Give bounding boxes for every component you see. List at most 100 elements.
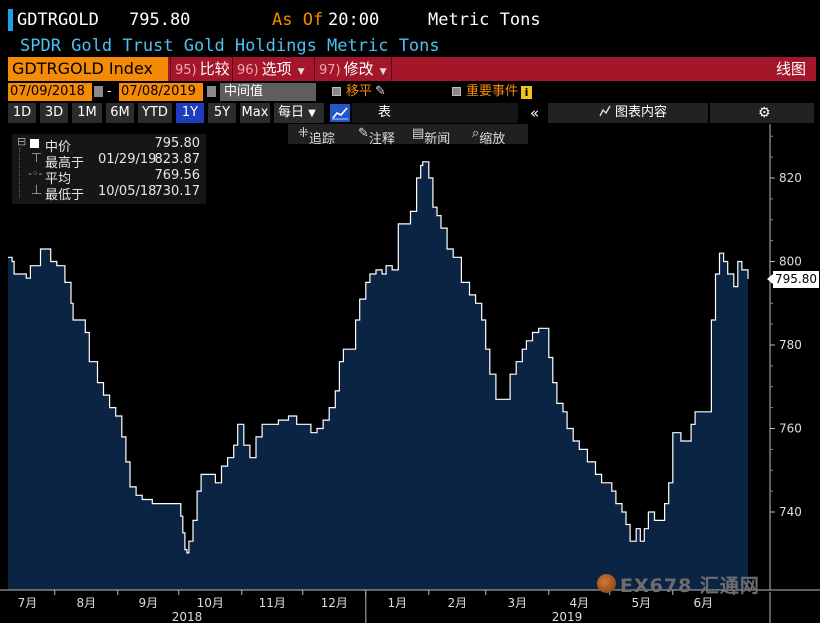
period-6m-button[interactable]: 6M [106, 103, 134, 123]
chart-content-icon [599, 103, 611, 123]
period-1d-button[interactable]: 1D [8, 103, 36, 123]
period-toolbar: 1D 3D 1M 6M YTD 1Y 5Y Max 每日 ▼ 表 « 图表内容 … [8, 103, 816, 123]
annotate-label: 注释 [368, 132, 395, 147]
news-label: 新闻 [424, 132, 451, 147]
x-tick-label: 9月 [138, 596, 158, 610]
annotate-tool[interactable]: ✎ 注释 [358, 126, 395, 147]
series-color-swatch [30, 139, 39, 148]
chart-tools-bg [288, 124, 528, 144]
settings-tray: ⚙ [710, 103, 814, 123]
y-tick-label: 800 [779, 255, 802, 269]
date-separator: - [107, 84, 112, 99]
frequency-select[interactable]: 每日 ▼ [274, 103, 324, 123]
low-marker-icon: ⊥ [31, 183, 43, 198]
collapse-icon[interactable]: « [530, 104, 540, 122]
options-number: 96) [237, 63, 259, 78]
legend-low-value: 730.17 [154, 184, 201, 199]
track-tool[interactable]: ⁜ 追踪 [298, 126, 335, 147]
options-button[interactable]: 96) 选项 ▼ [232, 57, 312, 81]
shift-label: 移平 [346, 84, 373, 99]
average-marker-icon: -◦- [28, 167, 43, 180]
chevron-down-icon: ▼ [379, 67, 387, 77]
legend-avg-label: 平均 [45, 172, 72, 187]
table-button[interactable]: 表 [378, 105, 392, 120]
gear-icon[interactable]: ⚙ [758, 105, 771, 121]
price-field-select[interactable]: 中间值 [220, 83, 316, 101]
chart-type-button[interactable]: 线图 [775, 60, 806, 78]
period-5y-button[interactable]: 5Y [208, 103, 236, 123]
x-tick-label: 6月 [693, 596, 713, 610]
legend-high-value: 823.87 [154, 152, 201, 167]
shift-checkbox[interactable] [332, 87, 341, 96]
x-tick-label: 11月 [259, 596, 286, 610]
legend-tree-line [19, 148, 21, 198]
globe-logo-icon [597, 574, 616, 593]
holdings-series-line [8, 161, 749, 554]
calendar-icon[interactable] [94, 86, 103, 97]
pencil-icon[interactable]: ✎ [375, 84, 386, 99]
legend-mid-value: 795.80 [154, 136, 201, 151]
calendar-icon[interactable] [207, 86, 216, 97]
events-checkbox[interactable] [452, 87, 461, 96]
ticker-symbol[interactable]: GDTRGOLD [17, 10, 99, 30]
period-1y-button[interactable]: 1Y [176, 103, 204, 123]
y-tick-label: 780 [779, 338, 802, 352]
track-label: 追踪 [308, 132, 335, 147]
x-tick-label: 5月 [631, 596, 651, 610]
legend-high-date: 01/29/19 [98, 152, 157, 167]
collapse-icon[interactable]: ⊟ [17, 135, 27, 148]
x-tick-label: 10月 [197, 596, 224, 610]
legend-mid-label: 中价 [45, 140, 72, 155]
last-value: 795.80 [129, 10, 191, 30]
period-3d-button[interactable]: 3D [40, 103, 68, 123]
info-icon[interactable]: i [521, 86, 533, 99]
chart-icon-button[interactable] [330, 104, 350, 122]
zoom-tool[interactable]: ⌕ 缩放 [472, 126, 506, 147]
compare-number: 95) [175, 63, 197, 78]
chevron-down-icon: ▼ [308, 108, 316, 119]
current-value-tag: 795.80 [767, 271, 819, 288]
chart-legend: ⊟ 中价 795.80 ⊤ 最高于 01/29/19 823.87 -◦- 平均… [12, 134, 206, 204]
edit-label: 修改 [343, 60, 374, 78]
period-ytd-button[interactable]: YTD [138, 103, 172, 123]
line-chart-icon [332, 107, 348, 120]
x-tick-label: 1月 [387, 596, 407, 610]
period-1m-button[interactable]: 1M [72, 103, 102, 123]
x-year-label: 2019 [552, 610, 583, 623]
x-tick-label: 8月 [76, 596, 96, 610]
news-tool[interactable]: ▤ 新闻 [412, 126, 451, 147]
period-max-button[interactable]: Max [240, 103, 270, 123]
frequency-label: 每日 [278, 105, 305, 120]
x-tick-label: 7月 [18, 596, 38, 610]
edit-button[interactable]: 97) 修改 ▼ [314, 57, 392, 81]
y-tick-label: 760 [779, 422, 802, 436]
y-tick-label: 820 [779, 171, 802, 185]
chart-content-tab[interactable]: 图表内容 [548, 103, 708, 123]
x-tick-label: 4月 [569, 596, 589, 610]
x-tick-label: 12月 [321, 596, 348, 610]
options-label: 选项 [261, 60, 292, 78]
end-date-input[interactable]: 07/08/2019 [119, 83, 203, 101]
x-tick-label: 3月 [507, 596, 527, 610]
page-title: SPDR Gold Trust Gold Holdings Metric Ton… [20, 36, 440, 56]
legend-avg-row: -◦- 平均 769.56 [12, 167, 206, 187]
legend-low-row: ⊥ 最低于 10/05/18 730.17 [12, 183, 206, 203]
legend-avg-value: 769.56 [154, 168, 201, 183]
legend-mid-row: ⊟ 中价 795.80 [12, 135, 206, 155]
as-of-label: As Of [272, 10, 324, 30]
menu-bar: GDTRGOLD Index 95) 比较 96) 选项 ▼ 97) 修改 ▼ 线图 [8, 57, 816, 81]
high-marker-icon: ⊤ [31, 151, 43, 166]
holdings-area-fill [8, 161, 748, 591]
index-field[interactable]: GDTRGOLD Index [8, 57, 168, 81]
holdings-area-chart: 740 760 780 800 820 7月 8月 9月 10月 11月 12月 1月 2月 3月 4月 5月… [0, 124, 820, 623]
spacer-bar [352, 103, 518, 123]
compare-button[interactable]: 95) 比较 [170, 57, 230, 81]
compare-label: 比较 [199, 60, 230, 78]
unit-label: Metric Tons [428, 10, 541, 30]
chevron-down-icon: ▼ [297, 67, 305, 77]
ticker-marker [8, 9, 13, 31]
start-date-input[interactable]: 07/09/2018 [8, 83, 92, 101]
chart-content-label: 图表内容 [615, 105, 668, 120]
x-year-label: 2018 [172, 610, 203, 623]
